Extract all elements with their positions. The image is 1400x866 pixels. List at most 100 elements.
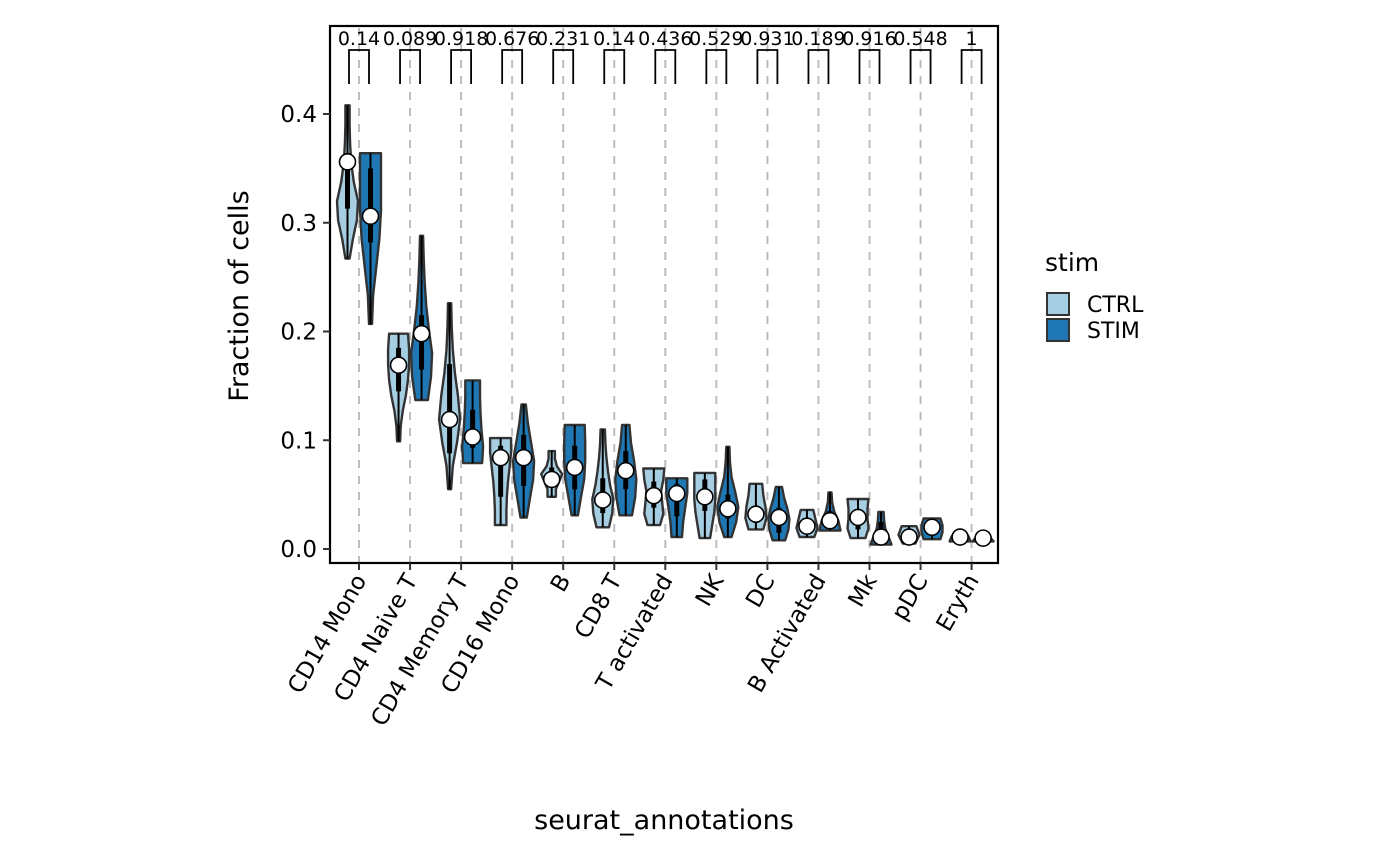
p-value-label: 1	[966, 28, 978, 50]
violin-stim	[869, 510, 893, 546]
violin-ctrl	[744, 482, 768, 531]
violin-center-point	[440, 410, 459, 429]
bracket	[450, 49, 472, 84]
bracket	[552, 49, 575, 84]
p-value-label: 0.14	[338, 28, 380, 50]
legend-label-stim: STIM	[1087, 319, 1140, 344]
bracket	[603, 49, 626, 84]
x-tick-label: pDC	[887, 570, 934, 625]
y-tick-label: 0.4	[280, 102, 317, 128]
x-axis-title: seurat_annotations	[534, 805, 794, 836]
violin-stim	[563, 423, 587, 517]
violin-center-point	[667, 484, 686, 503]
violin-center-point	[770, 508, 788, 527]
y-tick-label: 0.1	[280, 428, 317, 454]
violin-stim	[971, 529, 995, 547]
bracket	[348, 49, 370, 84]
bracket	[807, 49, 830, 84]
violin-center-point	[616, 461, 635, 480]
legend-swatch-ctrl	[1046, 292, 1070, 316]
violin-center-point	[974, 529, 992, 547]
violin-stim	[665, 477, 689, 539]
violin-stim	[716, 445, 740, 539]
y-tick-label: 0.0	[280, 537, 317, 563]
violin-center-point	[719, 499, 737, 518]
bracket	[756, 49, 779, 84]
violin-ctrl	[795, 508, 819, 539]
violin-center-point	[491, 448, 510, 467]
violin-center-point	[872, 528, 890, 546]
p-value-label: 0.14	[593, 28, 635, 50]
violin-center-point	[821, 511, 839, 530]
violin-stim	[358, 152, 383, 326]
legend-label-ctrl: CTRL	[1087, 293, 1144, 318]
bracket	[858, 49, 881, 84]
violin-ctrl	[386, 332, 411, 443]
violin-stim	[818, 491, 842, 532]
violin-ctrl	[591, 428, 615, 529]
p-value-label: 0.231	[536, 28, 590, 50]
violin-center-point	[412, 324, 431, 343]
bracket	[909, 49, 932, 84]
violin-center-point	[542, 470, 561, 489]
violin-center-point	[361, 207, 380, 226]
y-axis: 0.0 0.1 0.2 0.3 0.4	[280, 102, 330, 563]
violin-center-point	[565, 458, 584, 477]
violin-center-point	[644, 486, 663, 505]
violin-ctrl	[693, 471, 717, 540]
violin-center-point	[593, 491, 612, 509]
violin-stim	[511, 403, 536, 519]
x-tick-label: B	[546, 570, 576, 597]
violin-stim	[409, 234, 434, 402]
legend-title: stim	[1045, 248, 1099, 277]
x-tick-label: NK	[691, 569, 730, 611]
p-value-label: 0.529	[689, 28, 743, 50]
violin-center-point	[951, 528, 969, 546]
bracket	[705, 49, 728, 84]
violin-center-point	[463, 428, 482, 446]
violin-center-point	[747, 505, 765, 524]
violin-stim	[920, 517, 944, 541]
bracket	[399, 49, 421, 84]
violin-center-point	[849, 508, 867, 527]
p-value-label: 0.918	[434, 28, 488, 50]
p-value-label: 0.548	[893, 28, 947, 50]
violin-ctrl	[846, 497, 870, 540]
violin-center-point	[900, 528, 918, 546]
p-value-label: 0.436	[638, 28, 692, 50]
x-tick-label: Eryth	[932, 570, 985, 636]
bracket	[501, 49, 524, 84]
plot-panel-border	[328, 24, 1000, 565]
p-value-label: 0.931	[740, 28, 794, 50]
violin-center-point	[338, 153, 357, 171]
violins	[335, 104, 995, 547]
p-value-label: 0.916	[842, 28, 896, 50]
violin-center-point	[389, 356, 408, 375]
violin-stim	[614, 423, 638, 517]
violin-center-point	[696, 487, 714, 506]
p-value-label: 0.676	[485, 28, 539, 50]
violin-stim	[767, 485, 791, 542]
y-tick-label: 0.2	[280, 320, 317, 346]
violin-center-point	[798, 517, 816, 535]
violin-ctrl	[335, 104, 360, 260]
legend-swatch-stim	[1046, 318, 1070, 342]
violin-ctrl	[642, 467, 666, 527]
violin-ctrl	[897, 525, 921, 546]
violin-center-point	[923, 518, 941, 537]
p-value-label: 0.089	[383, 28, 437, 50]
violin-ctrl	[437, 302, 462, 491]
violin-stim	[460, 379, 485, 465]
bracket	[654, 49, 677, 84]
y-tick-label: 0.3	[280, 211, 317, 237]
x-tick-label: Mk	[844, 569, 883, 611]
p-value-label: 0.189	[791, 28, 845, 50]
y-axis-title: Fraction of cells	[224, 190, 255, 402]
violin-ctrl	[488, 436, 513, 527]
violin-ctrl	[948, 528, 972, 546]
x-tick-label: DC	[741, 570, 780, 612]
